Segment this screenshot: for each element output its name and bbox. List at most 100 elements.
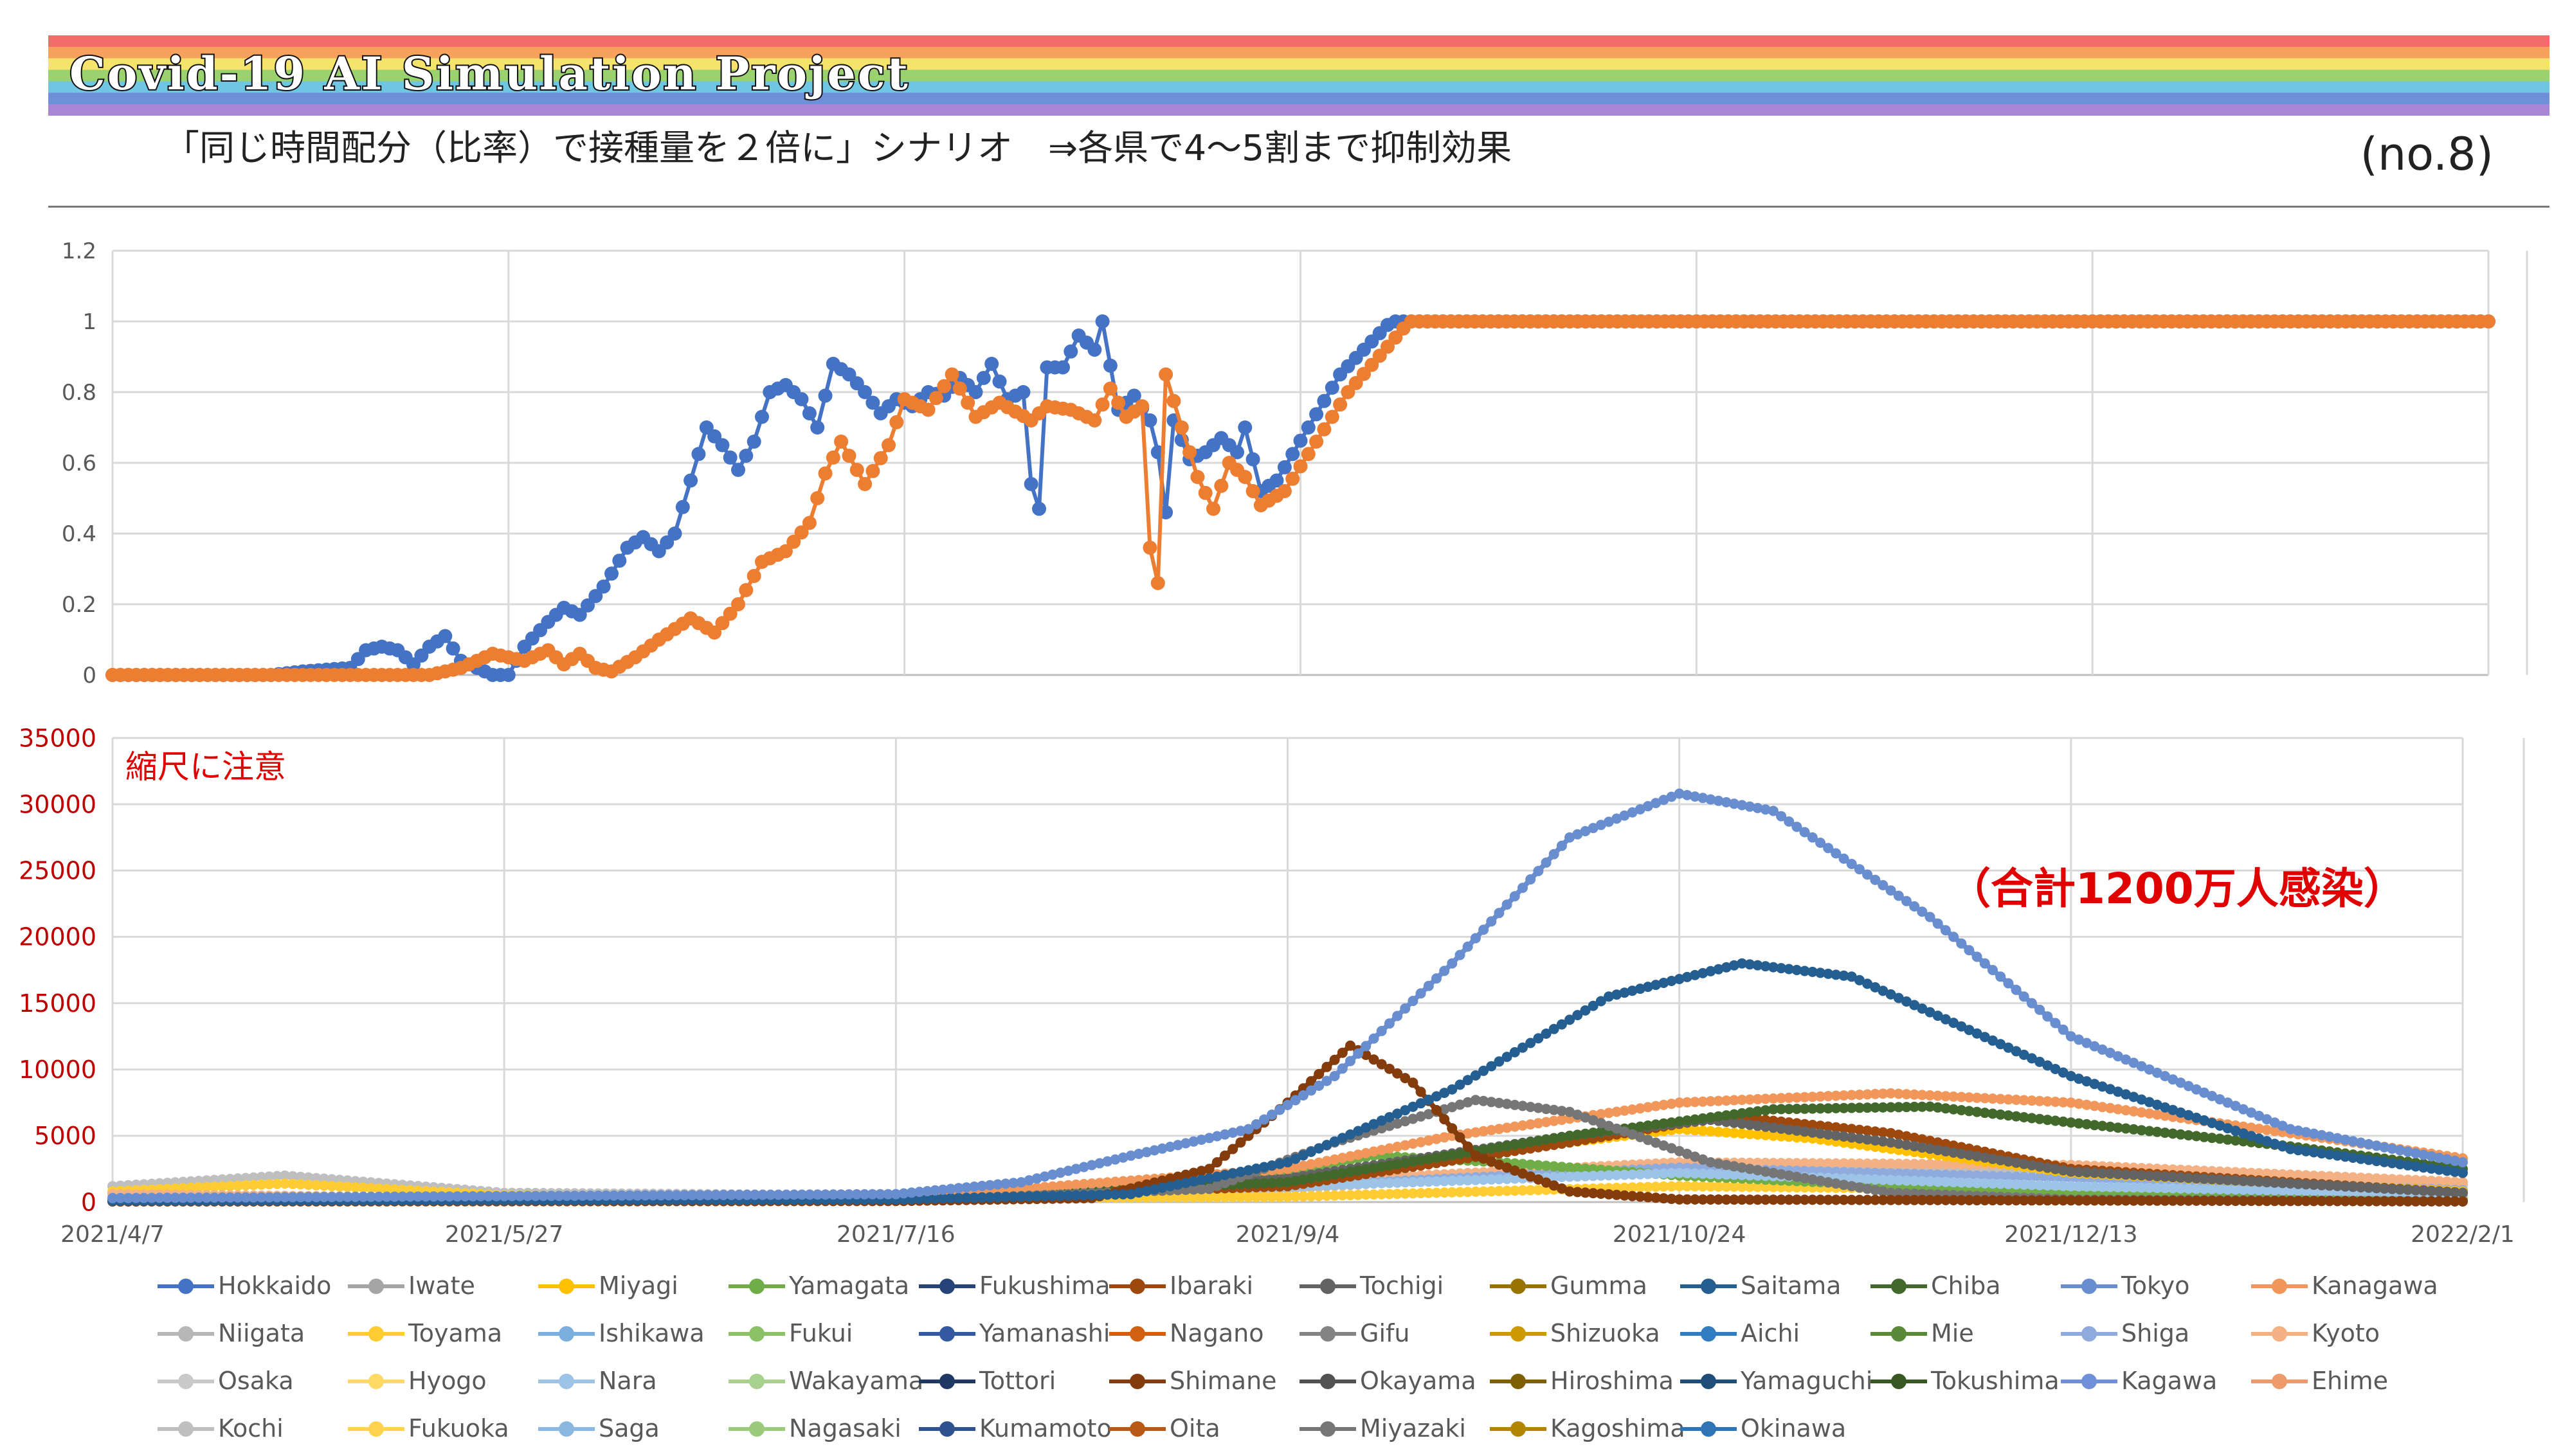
data-point: [1431, 1104, 1442, 1115]
data-point: [1604, 1189, 1614, 1200]
y-tick-label: 1: [82, 309, 96, 335]
data-point: [256, 1179, 267, 1190]
data-point: [572, 607, 587, 622]
data-point: [2261, 1196, 2272, 1207]
data-point: [1556, 1115, 1567, 1125]
data-point: [1666, 1194, 1677, 1204]
data-point: [1917, 1176, 1928, 1187]
data-point: [1854, 1124, 1865, 1135]
data-point: [287, 1192, 298, 1203]
data-point: [1878, 1088, 1888, 1099]
data-point: [1799, 1092, 1810, 1102]
data-point: [1870, 1194, 1881, 1205]
data-point: [1078, 1179, 1089, 1189]
data-point: [1423, 1187, 1434, 1198]
data-point: [723, 606, 738, 621]
data-point: [2191, 1112, 2202, 1123]
data-point: [2105, 1084, 2115, 1095]
data-point: [1870, 1135, 1881, 1146]
data-point: [1157, 1175, 1168, 1186]
data-point: [209, 1182, 220, 1192]
data-point: [2198, 1131, 2209, 1142]
data-point: [1728, 1169, 1739, 1180]
data-point: [1071, 1190, 1082, 1201]
data-point: [546, 1191, 557, 1201]
data-point: [381, 1191, 392, 1202]
data-point: [2183, 1130, 2194, 1141]
data-point: [1940, 1014, 1951, 1025]
data-point: [2198, 1115, 2209, 1126]
data-point: [2402, 1174, 2413, 1185]
data-point: [2042, 1096, 2053, 1107]
data-point: [1032, 501, 1046, 516]
data-point: [1658, 1168, 1669, 1179]
data-point: [1870, 1158, 1881, 1169]
data-point: [1901, 1102, 1912, 1113]
data-point: [1870, 1185, 1881, 1196]
data-point: [1361, 1164, 1372, 1174]
data-point: [1580, 1187, 1591, 1198]
data-point: [1784, 1158, 1795, 1169]
y-tick-label: 1.2: [62, 238, 96, 264]
data-point: [554, 1191, 565, 1201]
project-title: Covid-19 AI Simulation Project: [68, 47, 910, 100]
data-point: [1611, 1189, 1622, 1200]
data-point: [1862, 1089, 1873, 1100]
data-point: [1658, 1193, 1669, 1204]
data-point: [2105, 1182, 2115, 1192]
data-point: [1548, 1180, 1559, 1191]
rainbow-stripe: [48, 58, 2549, 71]
data-point: [1572, 1187, 1583, 1198]
data-point: [1159, 367, 1173, 382]
data-point: [1541, 1134, 1552, 1145]
data-point: [2441, 1187, 2452, 1198]
data-point: [318, 1192, 329, 1203]
data-point: [2355, 1173, 2366, 1183]
data-point: [1627, 1169, 1638, 1180]
data-point: [757, 1189, 768, 1200]
data-point: [786, 534, 801, 549]
data-point: [1948, 1104, 1959, 1115]
data-point: [413, 1191, 424, 1202]
data-point: [1204, 1183, 1215, 1194]
data-point: [1635, 1103, 1645, 1114]
data-point: [1431, 1091, 1442, 1102]
data-point: [162, 1192, 173, 1203]
data-point: [1807, 1174, 1818, 1185]
data-point: [1901, 1131, 1912, 1142]
data-point: [342, 1182, 353, 1192]
data-point: [366, 1191, 376, 1202]
data-point: [2034, 1180, 2045, 1191]
data-point: [2434, 1186, 2445, 1197]
data-point: [1125, 1175, 1136, 1186]
rainbow-stripe: [48, 104, 2549, 116]
data-point: [1325, 381, 1339, 395]
data-point: [1517, 1101, 1528, 1111]
data-point: [1293, 459, 1308, 474]
data-point: [1494, 1124, 1505, 1135]
data-point: [1134, 1187, 1144, 1198]
data-point: [2277, 1178, 2288, 1189]
data-point: [194, 1182, 204, 1193]
data-point: [1306, 1191, 1316, 1201]
data-point: [1204, 1164, 1215, 1174]
data-point: [1277, 484, 1292, 498]
data-point: [2379, 1173, 2390, 1184]
data-point: [1698, 1126, 1708, 1137]
data-point: [1964, 1025, 1975, 1036]
data-point: [1039, 1191, 1050, 1201]
data-point: [327, 1181, 338, 1192]
data-point: [1924, 1144, 1935, 1154]
data-point: [1721, 1160, 1732, 1171]
data-point: [2151, 1099, 2162, 1110]
data-point: [1956, 1148, 1967, 1159]
data-point: [1799, 966, 1810, 976]
data-point: [2050, 1195, 2061, 1206]
data-point: [1309, 435, 1324, 449]
data-point: [1345, 1167, 1355, 1177]
y-tick-label: 20000: [19, 923, 96, 951]
data-point: [1376, 1123, 1387, 1134]
data-point: [1188, 1167, 1199, 1178]
data-point: [1314, 1143, 1325, 1154]
data-point: [1737, 1119, 1748, 1129]
